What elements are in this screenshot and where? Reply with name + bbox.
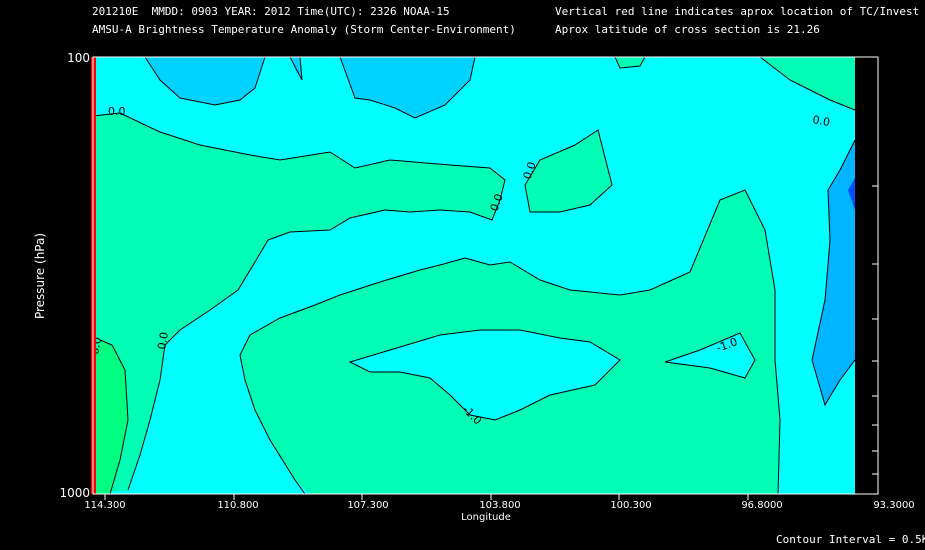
y-axis-title: Pressure (hPa): [33, 233, 47, 319]
y-ticks-left: [93, 56, 99, 495]
contour-line: [664, 332, 756, 379]
contour-region-green-top-right: [760, 57, 855, 110]
x-tick-label: 93.3000: [873, 500, 914, 511]
contour-line: [614, 56, 646, 69]
y-ticks-right: [872, 56, 878, 495]
contour-region-cyan-small: [665, 333, 755, 378]
contour-line: [144, 56, 266, 106]
x-tick-label: 96.8000: [741, 500, 782, 511]
contour-region-cyan-hole: [350, 330, 620, 420]
contour-label: 0.0: [811, 113, 830, 129]
x-ticks: [104, 494, 749, 500]
contour-line: [289, 56, 303, 81]
contour-line: [348, 329, 621, 421]
contour-region-green-upper: [93, 113, 505, 494]
contour-lines: [92, 56, 856, 495]
x-tick-label: 100.300: [610, 500, 651, 511]
contour-region-brightgreen: [93, 340, 128, 494]
header-line1-left: 201210E MMDD: 0903 YEAR: 2012 Time(UTC):…: [92, 5, 450, 18]
y-tick-label: 100: [67, 51, 90, 65]
contour-line: [759, 56, 856, 111]
contour-line: [99, 339, 129, 495]
x-tick-label: 107.300: [347, 500, 388, 511]
contour-line: [811, 139, 856, 407]
contour-region-green-top-small: [615, 57, 645, 68]
contour-line: [92, 112, 506, 491]
contour-label: 0.0: [155, 331, 171, 350]
x-tick-label: 114.300: [84, 500, 125, 511]
contour-region-blue-top-center: [340, 57, 475, 118]
contour-line: [239, 189, 781, 495]
x-axis-title: Longitude: [461, 512, 511, 523]
contour-interval-label: Contour Interval = 0.5K: [776, 533, 925, 546]
x-tick-label: 110.800: [217, 500, 258, 511]
contour-line: [239, 354, 306, 495]
y-tick-label: 1000: [59, 486, 90, 500]
contour-line: [339, 56, 476, 119]
header-line2-right: Aprox latitude of cross section is 21.26: [555, 23, 820, 36]
x-tick-label: 103.800: [479, 500, 520, 511]
header-line1-right: Vertical red line indicates aprox locati…: [555, 5, 920, 18]
contour-region-darkblue-right: [848, 178, 855, 210]
contour-line: [524, 129, 613, 213]
contour-region-blue-right: [812, 140, 855, 405]
contour-label: 0.0: [108, 105, 126, 118]
contour-label: 0.0: [521, 160, 539, 181]
contour-region-green-small: [525, 130, 612, 212]
contour-label: 0.0: [488, 192, 506, 213]
header-line2-left: AMSU-A Brightness Temperature Anomaly (S…: [92, 23, 516, 36]
